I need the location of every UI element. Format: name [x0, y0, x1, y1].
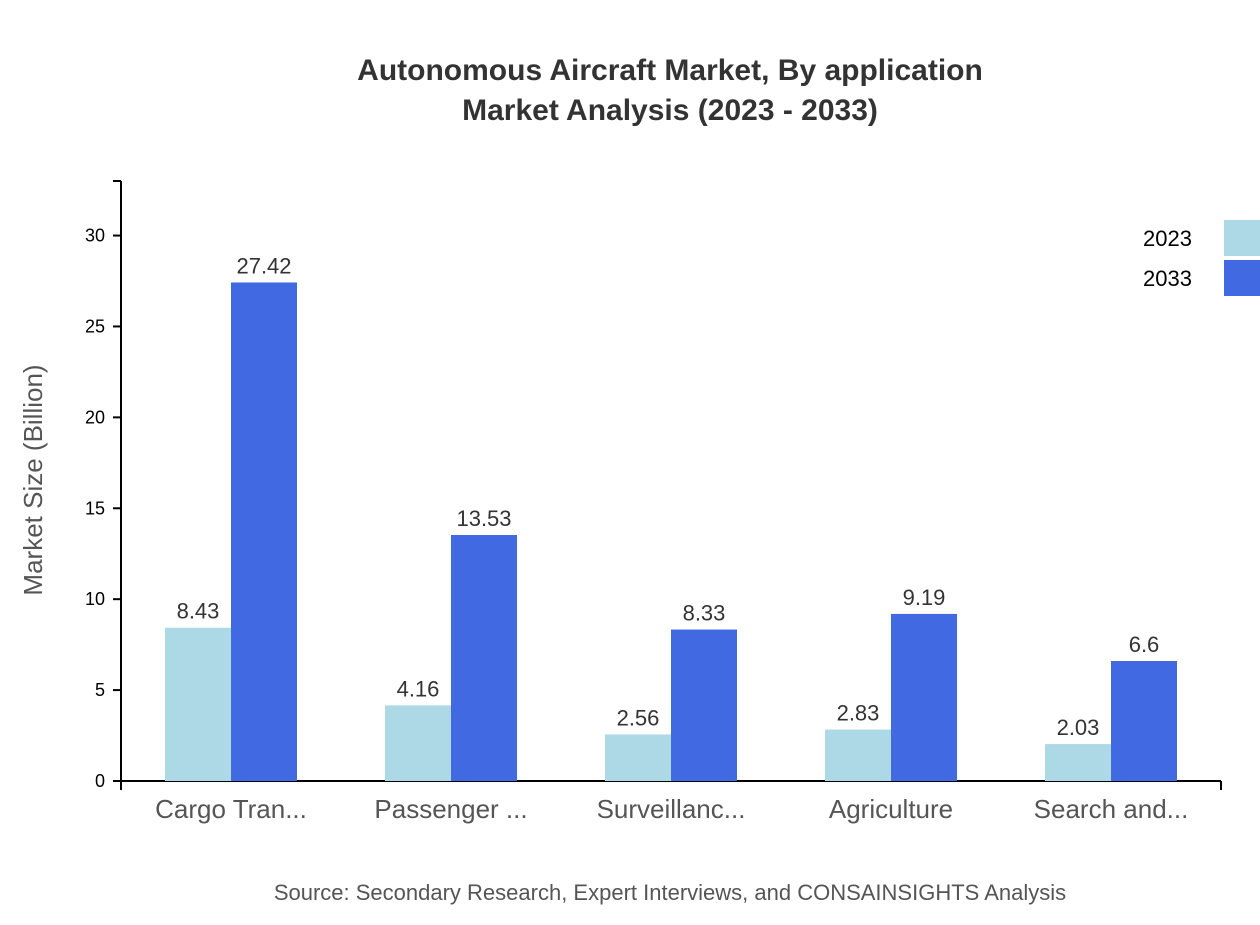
legend-label: 2033	[1143, 266, 1192, 291]
data-label: 2.83	[837, 701, 880, 726]
source-note: Source: Secondary Research, Expert Inter…	[274, 880, 1066, 905]
y-tick-label: 30	[85, 226, 105, 246]
x-tick-label: Cargo Tran...	[155, 794, 307, 824]
data-label: 2.56	[617, 705, 660, 730]
data-label: 13.53	[456, 506, 511, 531]
bar-2033	[1111, 661, 1177, 781]
data-label: 9.19	[903, 585, 946, 610]
data-label: 6.6	[1129, 632, 1160, 657]
data-label: 27.42	[236, 253, 291, 278]
data-label: 8.43	[177, 599, 220, 624]
x-tick-label: Agriculture	[829, 794, 953, 824]
y-tick-label: 25	[85, 316, 105, 336]
bar-2033	[231, 282, 297, 781]
y-tick-label: 15	[85, 498, 105, 518]
y-tick-label: 0	[95, 771, 105, 791]
bar-2023	[385, 705, 451, 781]
x-tick-label: Search and...	[1034, 794, 1189, 824]
y-tick-label: 5	[95, 680, 105, 700]
y-tick-label: 20	[85, 407, 105, 427]
y-tick-label: 10	[85, 589, 105, 609]
chart-subtitle: Market Analysis (2023 - 2033)	[462, 94, 878, 127]
bar-2023	[605, 734, 671, 781]
legend-label: 2023	[1143, 226, 1192, 251]
bar-2033	[451, 535, 517, 781]
data-label: 2.03	[1057, 715, 1100, 740]
x-tick-label: Passenger ...	[374, 794, 527, 824]
bar-2023	[1045, 744, 1111, 781]
data-label: 4.16	[397, 676, 440, 701]
legend-swatch-2033	[1224, 260, 1260, 296]
x-tick-label: Surveillanc...	[597, 794, 746, 824]
bar-2033	[891, 613, 957, 781]
chart-title: Autonomous Aircraft Market, By applicati…	[357, 54, 983, 87]
bar-2023	[165, 627, 231, 781]
bar-2033	[671, 629, 737, 781]
data-label: 8.33	[683, 601, 726, 626]
y-axis-label: Market Size (Billion)	[18, 364, 48, 595]
legend-swatch-2023	[1224, 220, 1260, 256]
bar-2023	[825, 729, 891, 781]
